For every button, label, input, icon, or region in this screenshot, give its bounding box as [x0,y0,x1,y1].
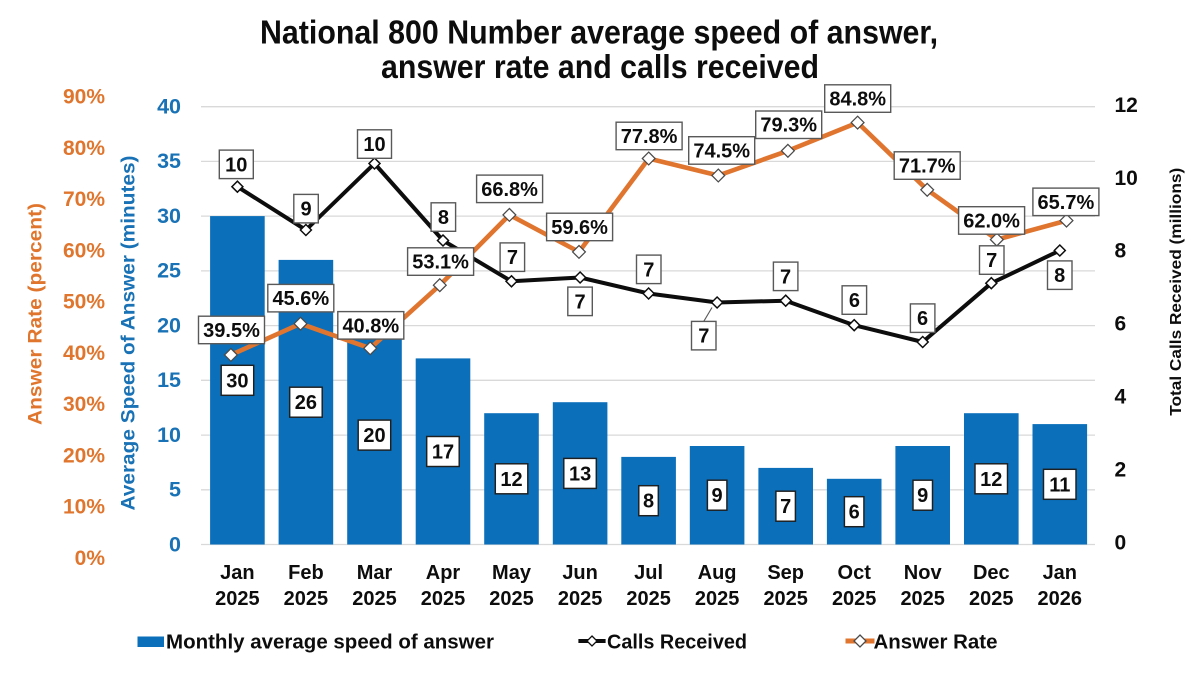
svg-text:20: 20 [363,425,385,447]
svg-text:7: 7 [643,259,654,281]
svg-text:Jun: Jun [562,562,598,584]
svg-text:7: 7 [986,250,997,272]
svg-text:10: 10 [157,423,181,447]
svg-text:65.7%: 65.7% [1038,192,1095,214]
svg-text:10: 10 [363,134,385,156]
svg-text:2025: 2025 [832,588,877,610]
svg-text:30: 30 [226,370,248,392]
svg-text:6: 6 [849,502,860,524]
svg-text:Sep: Sep [767,562,804,584]
svg-text:8: 8 [643,491,654,513]
svg-text:Oct: Oct [838,562,872,584]
svg-text:Answer Rate: Answer Rate [874,632,998,654]
svg-text:10%: 10% [63,496,105,519]
svg-text:9: 9 [712,485,723,507]
svg-text:39.5%: 39.5% [203,320,260,342]
svg-text:45.6%: 45.6% [272,288,329,310]
svg-text:30%: 30% [63,393,105,416]
svg-text:2025: 2025 [763,588,808,610]
svg-text:9: 9 [300,199,311,221]
svg-text:77.8%: 77.8% [621,126,678,148]
svg-text:66.8%: 66.8% [481,179,538,201]
svg-text:Calls Received: Calls Received [607,632,747,654]
svg-text:11: 11 [1049,474,1070,496]
svg-text:30: 30 [157,204,181,228]
svg-text:Jan: Jan [220,562,254,584]
svg-text:0%: 0% [75,547,106,570]
svg-text:6: 6 [1115,313,1127,336]
svg-text:5: 5 [169,478,181,502]
svg-text:50%: 50% [63,291,105,314]
svg-text:7: 7 [698,326,709,348]
svg-text:90%: 90% [63,86,105,109]
svg-text:84.8%: 84.8% [829,89,886,111]
svg-text:National 800 Number average sp: National 800 Number average speed of ans… [260,14,938,51]
svg-text:25: 25 [157,259,181,283]
svg-text:40.8%: 40.8% [342,315,399,337]
svg-text:2: 2 [1115,459,1127,482]
svg-text:4: 4 [1115,386,1127,409]
svg-text:8: 8 [438,207,449,229]
svg-text:Monthly average speed of answe: Monthly average speed of answer [166,632,494,654]
svg-text:7: 7 [574,291,585,313]
svg-text:2025: 2025 [215,588,260,610]
svg-text:Nov: Nov [904,562,943,584]
svg-text:6: 6 [849,290,860,312]
svg-text:Dec: Dec [973,562,1010,584]
svg-text:2025: 2025 [695,588,740,610]
svg-text:62.0%: 62.0% [963,210,1020,232]
svg-text:Aug: Aug [698,562,737,584]
svg-text:7: 7 [780,266,791,288]
svg-text:Apr: Apr [426,562,461,584]
svg-text:Jan: Jan [1043,562,1077,584]
svg-text:79.3%: 79.3% [760,115,817,137]
svg-text:71.7%: 71.7% [899,156,956,178]
svg-text:15: 15 [157,368,181,392]
svg-text:59.6%: 59.6% [551,217,608,239]
svg-text:2026: 2026 [1038,588,1083,610]
svg-text:74.5%: 74.5% [693,140,750,162]
svg-text:Mar: Mar [357,562,393,584]
svg-text:40: 40 [157,95,181,119]
svg-text:Jul: Jul [634,562,663,584]
svg-text:9: 9 [917,485,928,507]
svg-text:10: 10 [225,154,247,176]
svg-text:Answer Rate (percent): Answer Rate (percent) [25,203,47,425]
svg-text:8: 8 [1115,240,1127,263]
svg-text:7: 7 [507,247,518,269]
svg-text:35: 35 [157,149,181,173]
svg-text:60%: 60% [63,239,105,262]
svg-text:13: 13 [569,463,591,485]
svg-text:26: 26 [295,392,317,414]
svg-text:20%: 20% [63,444,105,467]
svg-text:12: 12 [1115,94,1138,117]
svg-text:2025: 2025 [900,588,945,610]
svg-text:6: 6 [917,308,928,330]
svg-text:Total Calls Received (millions: Total Calls Received (millions) [1168,168,1185,416]
svg-text:2025: 2025 [352,588,397,610]
svg-text:20: 20 [157,313,181,337]
svg-text:2025: 2025 [626,588,671,610]
svg-text:2025: 2025 [558,588,603,610]
svg-text:2025: 2025 [969,588,1014,610]
svg-text:12: 12 [500,469,522,491]
svg-text:Feb: Feb [288,562,324,584]
svg-text:40%: 40% [63,342,105,365]
svg-text:8: 8 [1054,265,1065,287]
svg-text:7: 7 [780,496,791,518]
svg-text:2025: 2025 [284,588,329,610]
svg-text:80%: 80% [63,137,105,160]
svg-text:70%: 70% [63,188,105,211]
svg-text:10: 10 [1115,167,1138,190]
svg-text:0: 0 [169,532,181,556]
svg-text:53.1%: 53.1% [412,252,469,274]
svg-text:2025: 2025 [421,588,466,610]
svg-text:Average Speed of Answer (minut: Average Speed of Answer (minutes) [118,155,140,510]
svg-text:0: 0 [1115,532,1127,555]
svg-text:2025: 2025 [489,588,534,610]
svg-text:12: 12 [980,469,1002,491]
svg-text:17: 17 [432,442,454,464]
svg-text:answer rate and calls received: answer rate and calls received [381,48,819,85]
svg-text:May: May [492,562,532,584]
